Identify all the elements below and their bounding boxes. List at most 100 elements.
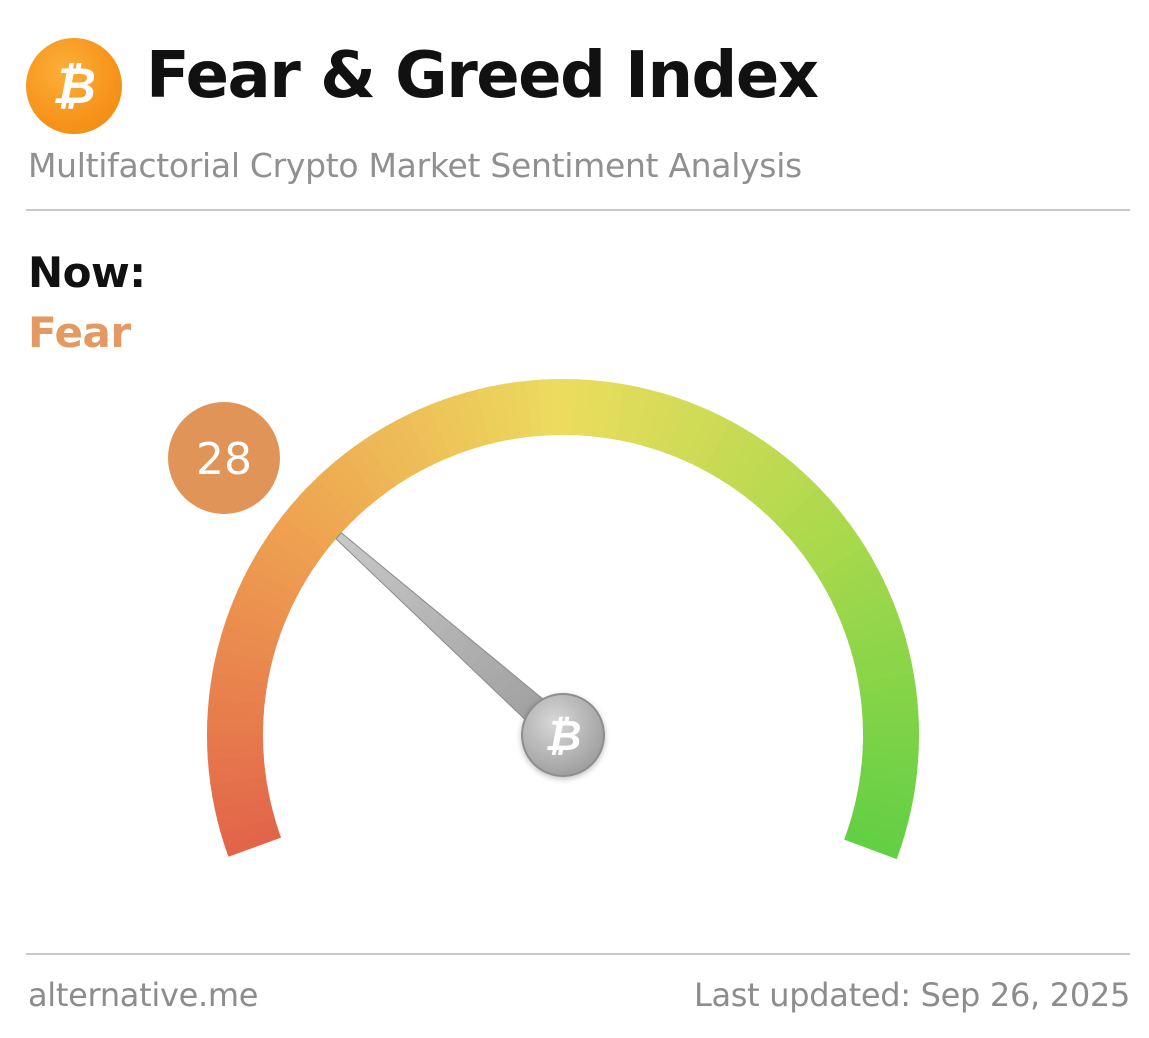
gauge-arc-segment xyxy=(850,807,909,836)
gauge-arc-segment xyxy=(228,599,286,633)
gauge-arc-segment xyxy=(854,648,912,675)
gauge-arc-segment xyxy=(267,523,322,568)
gauge-arc-segment xyxy=(406,408,443,466)
gauge-hub-glyph: ₿ xyxy=(545,711,582,760)
gauge-arc-segment xyxy=(862,710,919,727)
gauge-arc-segment xyxy=(856,660,915,685)
footer-source: alternative.me xyxy=(28,976,259,1014)
gauge-arc-segment xyxy=(805,525,860,569)
gauge-value-text: 28 xyxy=(196,434,252,485)
gauge-hub-bitcoin-icon xyxy=(521,693,605,777)
gauge-arc-segment xyxy=(847,817,906,848)
gauge-arc-segment xyxy=(212,658,270,683)
now-classification: Fear xyxy=(28,308,131,357)
gauge-arc-segment xyxy=(363,431,406,487)
gauge-arc-segment xyxy=(207,743,264,760)
gauge-arc-segment xyxy=(223,825,282,857)
gauge-arc-segment xyxy=(315,468,364,520)
gauge-arc-segment xyxy=(851,636,910,665)
gauge-arc-segment xyxy=(747,454,794,507)
gauge-arc-segment xyxy=(452,392,483,450)
gauge-arc-segment xyxy=(324,460,372,513)
gauge-arc-segment xyxy=(550,379,566,436)
gauge-arc-segment xyxy=(290,494,342,543)
gauge-arc-segment xyxy=(778,487,830,536)
gauge-arc-segment xyxy=(224,610,282,643)
gauge-arc-segment xyxy=(739,446,785,500)
gauge-arc-segment xyxy=(214,646,273,673)
gauge-arc-segment xyxy=(675,404,711,462)
gauge-arc-segment xyxy=(844,613,903,645)
gauge-arc-segment xyxy=(208,682,267,704)
gauge-arc-segment xyxy=(476,386,503,444)
page-subtitle: Multifactorial Crypto Market Sentiment A… xyxy=(28,146,802,185)
gauge-arc-segment xyxy=(418,403,453,461)
gauge-arc-segment xyxy=(237,576,295,613)
gauge-arc xyxy=(207,379,919,860)
gauge-arc-segment xyxy=(217,634,276,663)
bitcoin-logo-icon: ₿ xyxy=(26,38,122,134)
gauge-arc-segment xyxy=(254,544,310,585)
page-title: Fear & Greed Index xyxy=(146,39,819,113)
gauge-arc-segment xyxy=(655,396,688,454)
gauge-arc-segment xyxy=(822,557,879,597)
gauge-arc-segment xyxy=(216,805,275,834)
now-label: Now: xyxy=(28,248,146,297)
gauge-arc-segment xyxy=(771,478,821,529)
gauge-arc-segment xyxy=(853,797,912,824)
gauge-arc-segment xyxy=(721,433,765,488)
gauge-arc-segment xyxy=(211,785,270,810)
gauge-arc-segment xyxy=(792,506,846,552)
gauge-arc-segment xyxy=(210,670,268,694)
gauge-arc-segment xyxy=(429,399,463,457)
gauge-arc-segment xyxy=(858,776,916,800)
gauge-value-badge: 28 xyxy=(168,402,280,514)
gauge-arc-segment xyxy=(848,624,906,655)
gauge-arc-segment xyxy=(441,395,473,454)
gauge-arc-segment xyxy=(841,601,899,635)
gauge-arc-segment xyxy=(713,426,754,482)
gauge-arc-segment xyxy=(604,382,628,440)
gauge-arc-segment xyxy=(685,409,722,467)
footer-updated: Last updated: Sep 26, 2025 xyxy=(693,976,1130,1014)
gauge-arc-segment xyxy=(755,462,804,514)
gauge-arc-segment xyxy=(385,419,425,476)
gauge-arc-segment xyxy=(374,425,415,481)
gauge-arc-segment xyxy=(837,590,895,625)
gauge-arc-segment xyxy=(827,567,885,606)
gauge-arc-segment xyxy=(220,622,279,653)
gauge-arc-segment xyxy=(538,379,555,436)
gauge-arc-segment xyxy=(214,795,272,822)
footer-divider xyxy=(26,953,1130,955)
gauge-arc-segment xyxy=(594,380,616,439)
gauge-arc-segment xyxy=(811,535,867,578)
gauge-arc-segment xyxy=(763,470,813,521)
gauge-arc-segment xyxy=(625,386,652,445)
gauge-arc-segment xyxy=(243,565,300,604)
gauge-arc-segment xyxy=(694,415,733,472)
gauge-arc-segment xyxy=(785,496,838,544)
gauge-needle: ₿ xyxy=(335,532,605,777)
header-divider xyxy=(26,209,1130,211)
gauge-arc-segment xyxy=(353,438,397,493)
gauge-arc-segment xyxy=(464,388,493,447)
gauge-arc-segment xyxy=(488,383,513,442)
gauge-arc-segment xyxy=(232,587,290,623)
gauge-arc-segment xyxy=(862,722,919,738)
gauge-arc-segment xyxy=(665,400,699,458)
gauge-arc-segment xyxy=(207,732,264,748)
gauge-arc-segment xyxy=(615,384,640,442)
gauge-arc-segment xyxy=(248,554,305,595)
gauge-arc-segment xyxy=(343,445,389,499)
gauge-arc-segment xyxy=(799,515,853,561)
gauge-arc-segment xyxy=(703,420,744,477)
gauge-arc-segment xyxy=(306,477,357,527)
gauge-arc-segment xyxy=(817,546,873,587)
gauge-arc-segment xyxy=(298,485,349,535)
gauge-value-circle xyxy=(168,402,280,514)
gauge-arc-segment xyxy=(832,578,890,615)
bitcoin-logo-glyph: ₿ xyxy=(52,57,96,115)
gauge-arc-segment xyxy=(730,439,775,494)
gauge-arc-segment xyxy=(282,504,335,551)
